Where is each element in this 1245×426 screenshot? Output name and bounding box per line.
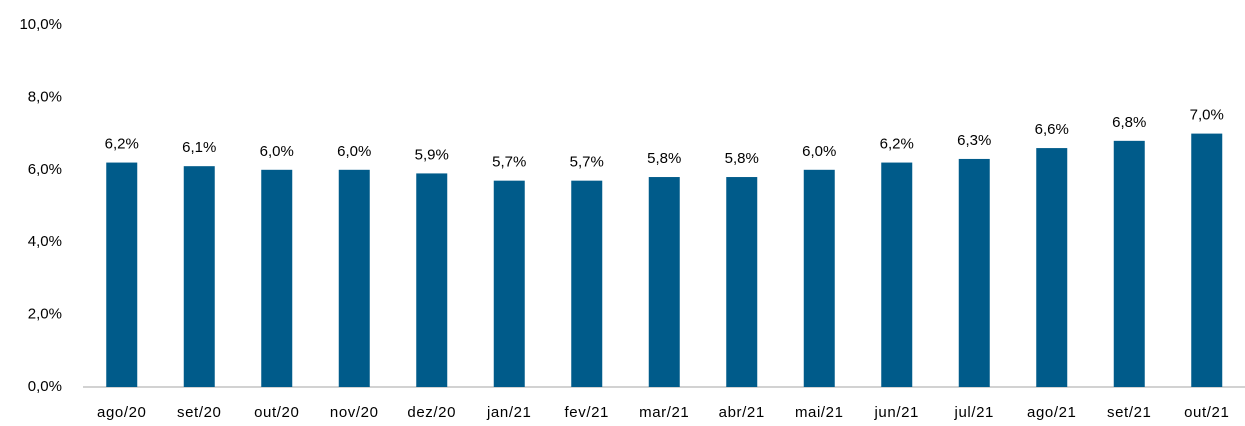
data-label: 5,8% xyxy=(647,150,681,167)
bar xyxy=(726,177,758,387)
x-tick-label: ago/21 xyxy=(1027,404,1076,421)
y-tick-label: 0,0% xyxy=(28,378,62,395)
x-tick-label: ago/20 xyxy=(97,404,146,421)
x-tick-label: out/21 xyxy=(1184,404,1229,421)
data-label: 6,0% xyxy=(260,143,294,160)
bar xyxy=(1191,133,1223,387)
data-label: 6,1% xyxy=(182,139,216,156)
x-tick-label: jul/21 xyxy=(954,404,994,421)
bar xyxy=(571,180,603,387)
bar xyxy=(493,180,525,387)
bar xyxy=(338,169,370,387)
x-tick-label: nov/20 xyxy=(330,404,379,421)
bar xyxy=(183,166,215,387)
y-tick-label: 6,0% xyxy=(28,161,62,178)
data-label: 5,9% xyxy=(415,146,449,163)
y-tick-label: 8,0% xyxy=(28,88,62,105)
data-label: 6,2% xyxy=(105,136,139,153)
data-label: 6,2% xyxy=(880,136,914,153)
x-tick-label: mar/21 xyxy=(639,404,689,421)
x-tick-label: out/20 xyxy=(254,404,299,421)
bar xyxy=(416,173,448,387)
data-label: 7,0% xyxy=(1190,107,1224,124)
bar xyxy=(106,162,138,387)
data-label: 5,8% xyxy=(725,150,759,167)
y-tick-label: 2,0% xyxy=(28,306,62,323)
x-tick-label: jun/21 xyxy=(874,404,919,421)
x-tick-label: mai/21 xyxy=(795,404,844,421)
x-tick-label: abr/21 xyxy=(719,404,765,421)
y-tick-label: 10,0% xyxy=(19,16,62,33)
y-tick-label: 4,0% xyxy=(28,233,62,250)
bar xyxy=(1113,140,1145,387)
bar xyxy=(881,162,913,387)
bar xyxy=(1036,148,1068,387)
data-label: 6,3% xyxy=(957,132,991,149)
data-label: 5,7% xyxy=(492,154,526,171)
bar xyxy=(803,169,835,387)
data-label: 6,0% xyxy=(337,143,371,160)
bar xyxy=(958,158,990,387)
x-tick-label: dez/20 xyxy=(407,404,456,421)
data-label: 5,7% xyxy=(570,154,604,171)
data-label: 6,0% xyxy=(802,143,836,160)
x-tick-label: set/20 xyxy=(177,404,221,421)
x-tick-label: fev/21 xyxy=(565,404,609,421)
bar xyxy=(648,177,680,387)
bar xyxy=(261,169,293,387)
x-tick-label: set/21 xyxy=(1107,404,1151,421)
data-label: 6,8% xyxy=(1112,114,1146,131)
x-tick-label: jan/21 xyxy=(486,404,531,421)
data-label: 6,6% xyxy=(1035,121,1069,138)
